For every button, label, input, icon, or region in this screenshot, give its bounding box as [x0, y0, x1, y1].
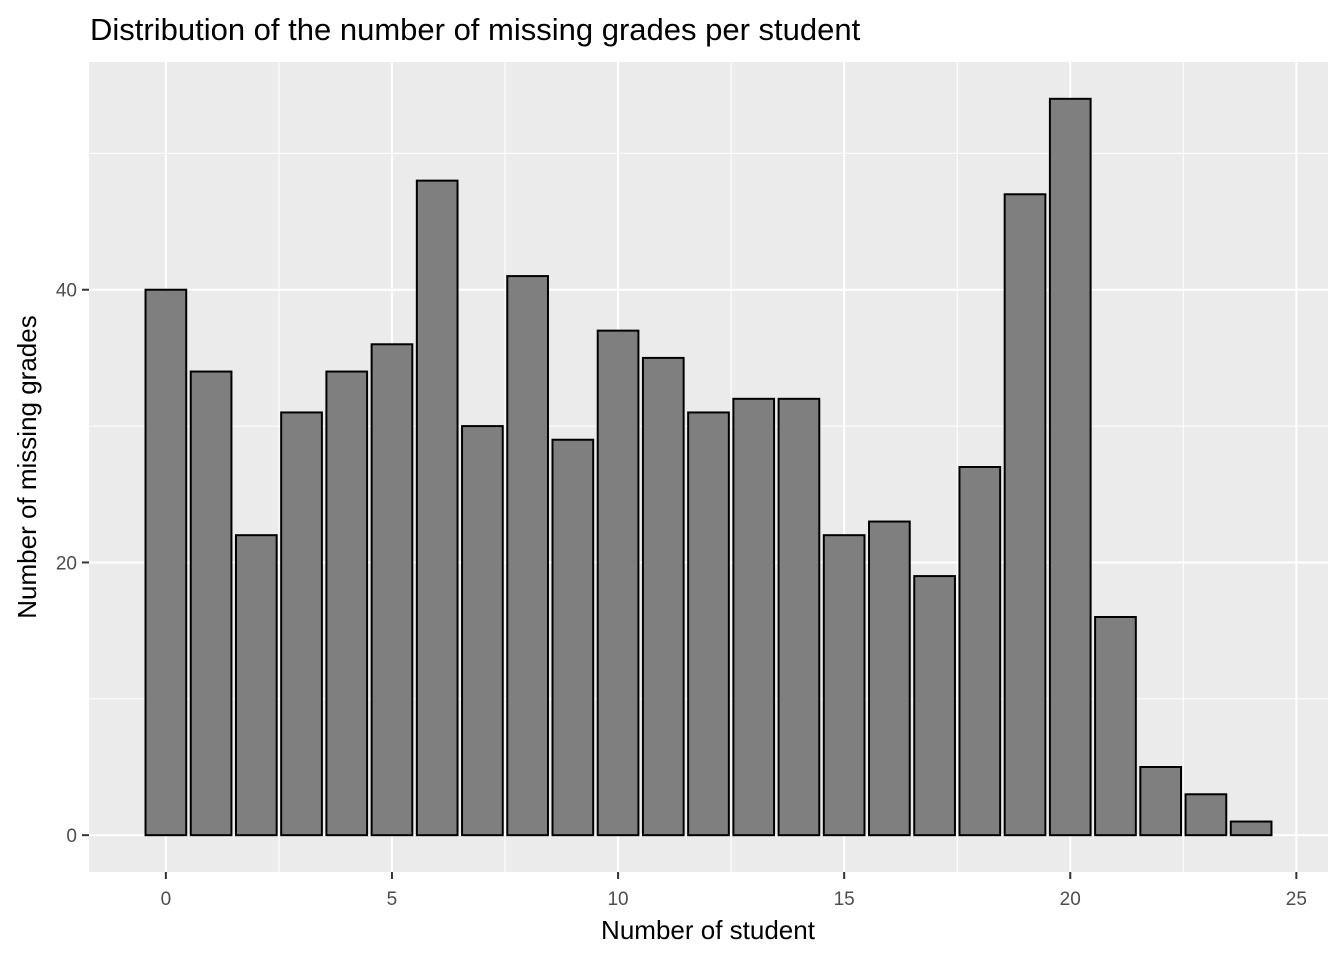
- bar-10: [596, 329, 640, 837]
- x-axis-title: Number of student: [601, 915, 816, 945]
- x-tick-label: 15: [834, 889, 855, 910]
- y-axis: 0 20 40: [56, 281, 89, 847]
- bar-19: [1003, 193, 1047, 837]
- y-tick-label: 20: [56, 553, 77, 574]
- bar-3: [280, 411, 323, 837]
- chart-title: Distribution of the number of missing gr…: [90, 12, 861, 47]
- bars: [144, 97, 1273, 837]
- x-axis: 0 5 10 15 20 25: [161, 872, 1307, 910]
- x-tick-label: 0: [161, 889, 172, 910]
- bar-22: [1139, 766, 1183, 837]
- bar-14: [777, 397, 821, 837]
- bar-4: [325, 370, 369, 837]
- bar-21: [1094, 616, 1137, 837]
- bar-20: [1048, 97, 1092, 837]
- bar-7: [461, 425, 504, 837]
- bar-13: [732, 397, 776, 837]
- bar-0: [144, 288, 188, 837]
- x-tick-label: 25: [1286, 889, 1307, 910]
- bar-1: [189, 370, 233, 837]
- bar-24: [1229, 820, 1273, 837]
- x-tick-label: 20: [1060, 889, 1081, 910]
- bar-6: [415, 179, 459, 837]
- y-tick-label: 0: [66, 826, 77, 847]
- bar-12: [687, 411, 730, 837]
- bar-16: [868, 520, 911, 837]
- bar-5: [370, 343, 414, 837]
- x-tick-label: 10: [607, 889, 628, 910]
- bar-2: [234, 534, 278, 837]
- bar-11: [641, 356, 685, 837]
- bar-9: [551, 438, 595, 837]
- bar-8: [506, 275, 549, 837]
- x-tick-label: 5: [387, 889, 398, 910]
- y-tick-label: 40: [56, 281, 77, 302]
- bar-17: [913, 575, 956, 837]
- y-axis-title: Number of missing grades: [12, 315, 42, 618]
- bar-18: [958, 466, 1002, 837]
- bar-15: [822, 534, 866, 837]
- bar-23: [1184, 793, 1228, 837]
